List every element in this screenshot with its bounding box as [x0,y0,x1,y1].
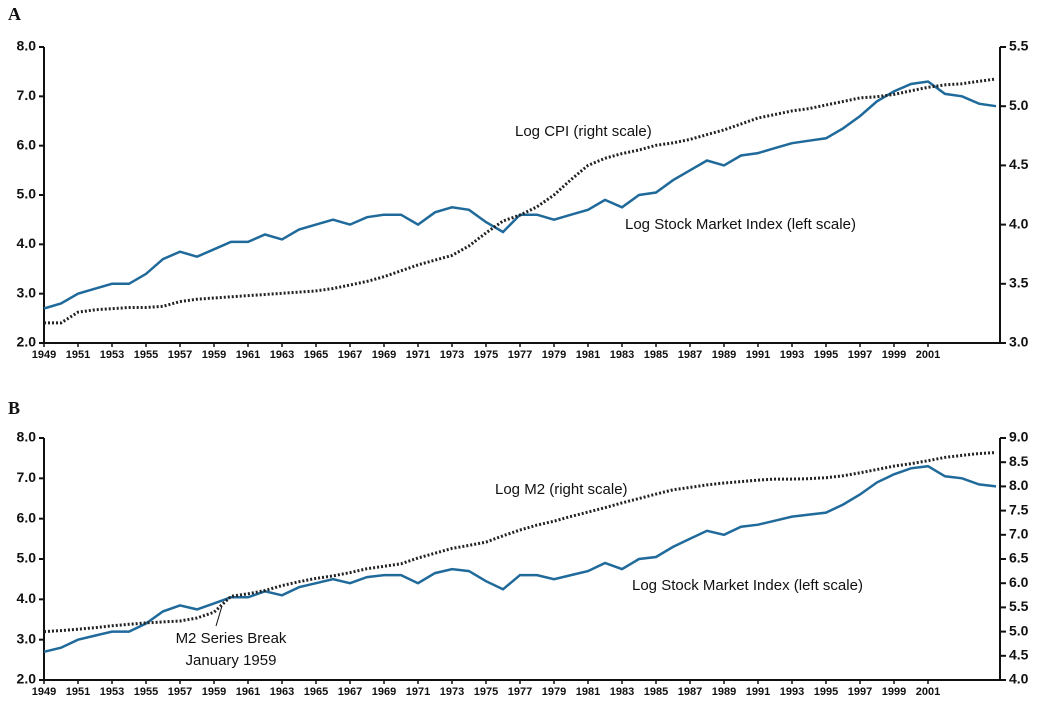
y2-tick-label: 9.0 [1009,429,1029,445]
y2-tick-label: 7.0 [1009,526,1029,542]
x-tick-label: 1999 [882,686,906,698]
x-tick-label: 1949 [32,349,56,361]
x-tick-label: 1999 [882,349,906,361]
y-tick-label: 7.0 [17,87,37,103]
y-tick-label: 6.0 [17,509,37,525]
annotation: M2 Series Break [176,630,287,647]
x-tick-label: 1987 [678,349,702,361]
x-tick-label: 1995 [814,349,838,361]
x-tick-label: 1973 [440,349,464,361]
y2-tick-label: 5.5 [1009,38,1029,54]
x-tick-label: 1963 [270,349,294,361]
y2-tick-label: 5.5 [1009,598,1029,614]
x-tick-label: 1957 [168,349,192,361]
x-tick-label: 2001 [916,686,940,698]
x-tick-label: 1955 [134,349,158,361]
x-tick-label: 1997 [848,686,872,698]
x-tick-label: 1949 [32,686,56,698]
y-tick-label: 5.0 [17,550,37,566]
y2-tick-label: 3.0 [1009,334,1029,350]
series-label: Log Stock Market Index (left scale) [625,216,856,233]
x-tick-label: 1987 [678,686,702,698]
y2-tick-label: 5.0 [1009,622,1029,638]
y2-tick-label: 8.5 [1009,453,1029,469]
x-tick-label: 1993 [780,686,804,698]
x-tick-label: 1969 [372,686,396,698]
x-tick-label: 1985 [644,686,668,698]
x-tick-label: 1961 [236,349,260,361]
x-tick-label: 1973 [440,686,464,698]
y-tick-label: 3.0 [17,284,37,300]
series-label: Log M2 (right scale) [495,481,628,498]
x-tick-label: 1967 [338,349,362,361]
y2-tick-label: 3.5 [1009,275,1029,291]
x-tick-label: 1981 [576,686,600,698]
x-tick-label: 1989 [712,686,736,698]
x-tick-label: 1953 [100,686,124,698]
x-tick-label: 1957 [168,686,192,698]
panel-title: B [8,398,20,418]
x-tick-label: 1985 [644,349,668,361]
x-tick-label: 1955 [134,686,158,698]
x-tick-label: 1979 [542,686,566,698]
x-tick-label: 1975 [474,349,498,361]
x-tick-label: 1963 [270,686,294,698]
series-line [43,464,997,654]
x-tick-label: 1989 [712,349,736,361]
y-tick-label: 3.0 [17,630,37,646]
y2-tick-label: 4.0 [1009,215,1029,231]
y2-tick-label: 6.0 [1009,574,1029,590]
x-tick-label: 1965 [304,349,328,361]
x-tick-label: 1951 [66,349,90,361]
x-tick-label: 1971 [406,349,430,361]
series-line [43,451,997,634]
x-tick-label: 1959 [202,349,226,361]
y2-tick-label: 4.0 [1009,671,1029,687]
x-tick-label: 1997 [848,349,872,361]
y2-tick-label: 8.0 [1009,477,1029,493]
series-line [43,80,997,310]
y-tick-label: 8.0 [17,38,37,54]
y2-tick-label: 4.5 [1009,647,1029,663]
x-tick-label: 1993 [780,349,804,361]
annotation: January 1959 [186,652,277,669]
y2-tick-label: 6.5 [1009,550,1029,566]
x-tick-label: 1969 [372,349,396,361]
y-tick-label: 2.0 [17,671,37,687]
x-tick-label: 1995 [814,686,838,698]
x-tick-label: 1981 [576,349,600,361]
x-tick-label: 1983 [610,349,634,361]
y2-tick-label: 5.0 [1009,97,1029,113]
y-tick-label: 6.0 [17,136,37,152]
y-tick-label: 4.0 [17,590,37,606]
x-tick-label: 2001 [916,349,940,361]
y-tick-label: 4.0 [17,235,37,251]
x-tick-label: 1991 [746,349,770,361]
y-tick-label: 2.0 [17,334,37,350]
x-tick-label: 1977 [508,686,532,698]
x-tick-label: 1979 [542,349,566,361]
y2-tick-label: 7.5 [1009,501,1029,517]
x-tick-label: 1991 [746,686,770,698]
annotation-pointer [215,605,223,627]
x-tick-label: 1959 [202,686,226,698]
series-label: Log Stock Market Index (left scale) [632,577,863,594]
x-tick-label: 1971 [406,686,430,698]
y-tick-label: 7.0 [17,469,37,485]
x-tick-label: 1961 [236,686,260,698]
series-line [44,77,997,325]
panel-title: A [8,4,21,24]
x-tick-label: 1967 [338,686,362,698]
x-tick-label: 1975 [474,686,498,698]
x-tick-label: 1983 [610,686,634,698]
series-label: Log CPI (right scale) [515,123,652,140]
x-tick-label: 1951 [66,686,90,698]
y2-tick-label: 4.5 [1009,156,1029,172]
y-tick-label: 5.0 [17,186,37,202]
x-tick-label: 1953 [100,349,124,361]
x-tick-label: 1965 [304,686,328,698]
x-tick-label: 1977 [508,349,532,361]
y-tick-label: 8.0 [17,429,37,445]
